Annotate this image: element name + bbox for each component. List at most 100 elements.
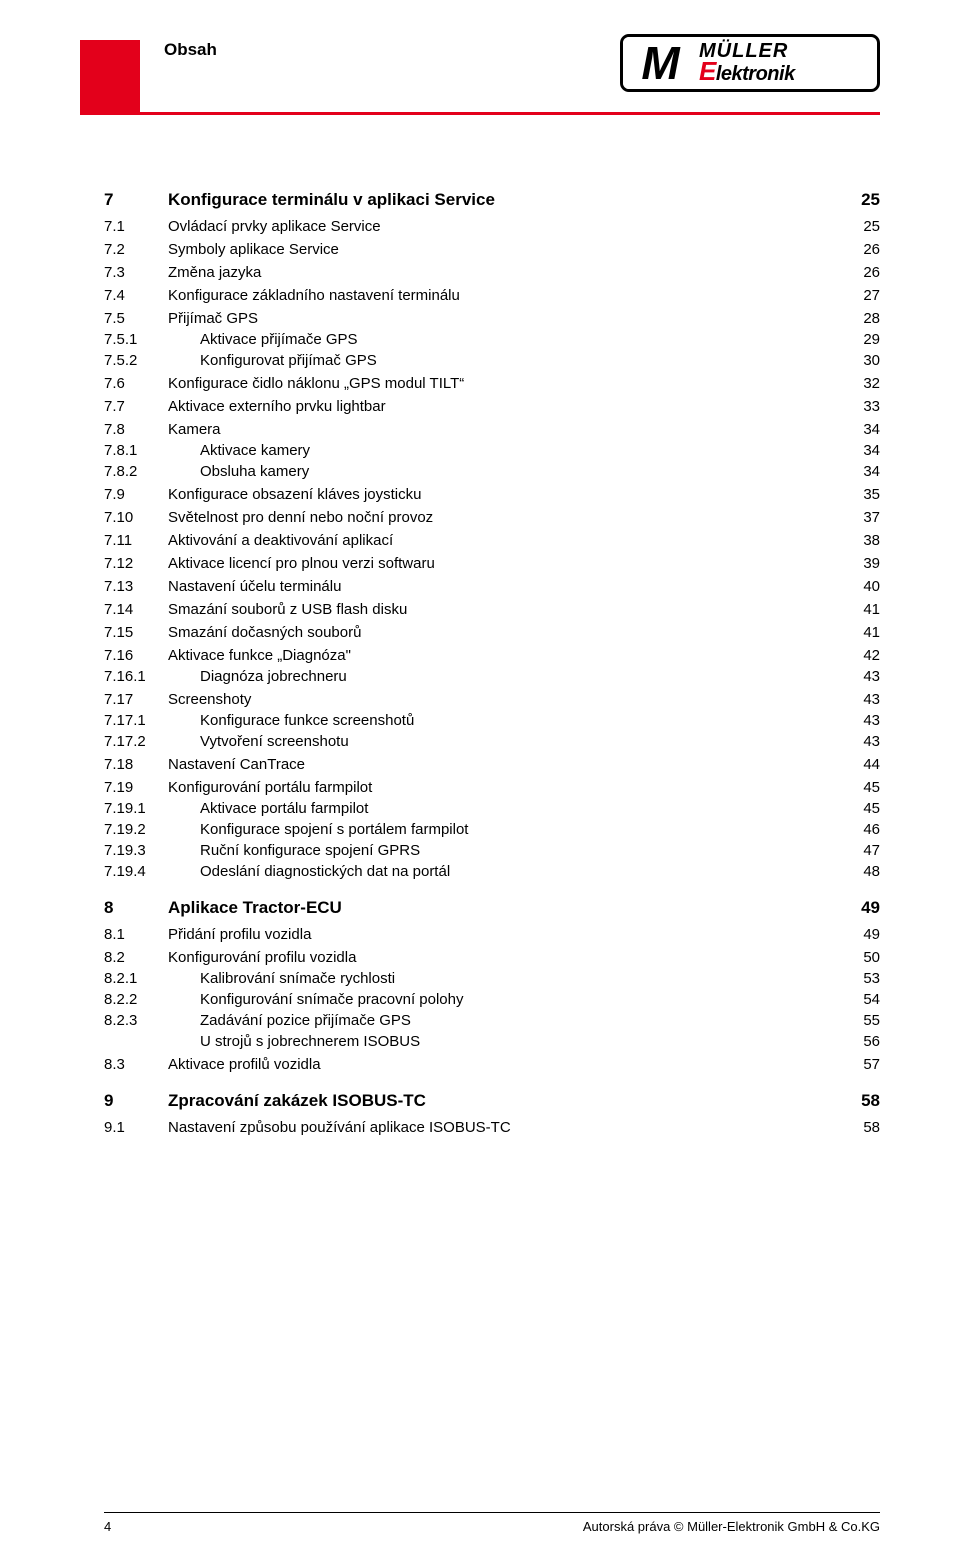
- toc-row: 7.6Konfigurace čidlo náklonu „GPS modul …: [104, 375, 880, 392]
- toc-page-number: 26: [840, 264, 880, 281]
- toc-section-title: Symboly aplikace Service: [168, 241, 840, 258]
- toc-row: 7.16.1Diagnóza jobrechneru43: [104, 668, 880, 685]
- toc-section-title: Konfigurování profilu vozidla: [168, 949, 840, 966]
- toc-page-number: 53: [840, 970, 880, 987]
- toc-section-title: Aktivace přijímače GPS: [168, 331, 840, 348]
- toc-page-number: 25: [840, 218, 880, 235]
- toc-page-number: 41: [840, 624, 880, 641]
- toc-section-title: Nastavení CanTrace: [168, 756, 840, 773]
- toc-row: 7.19.2Konfigurace spojení s portálem far…: [104, 821, 880, 838]
- toc-section-number: 7.17.2: [104, 733, 168, 750]
- toc-section-number: 7.9: [104, 486, 168, 503]
- toc-row: 7.19.4Odeslání diagnostických dat na por…: [104, 863, 880, 880]
- toc-page-number: 32: [840, 375, 880, 392]
- toc-section-title: Kamera: [168, 421, 840, 438]
- toc-section-title: Přidání profilu vozidla: [168, 926, 840, 943]
- toc-page-number: 49: [840, 898, 880, 918]
- toc-section-title: Světelnost pro denní nebo noční provoz: [168, 509, 840, 526]
- toc-row: 8.3Aktivace profilů vozidla57: [104, 1056, 880, 1073]
- toc-section-number: 8: [104, 898, 168, 918]
- toc-section-number: 7.10: [104, 509, 168, 526]
- toc-section-number: 9: [104, 1091, 168, 1111]
- toc-page-number: 57: [840, 1056, 880, 1073]
- toc-row: 7.2Symboly aplikace Service26: [104, 241, 880, 258]
- toc-page-number: 34: [840, 421, 880, 438]
- toc-page-number: 43: [840, 668, 880, 685]
- toc-page-number: 39: [840, 555, 880, 572]
- toc-row: 7.8.1Aktivace kamery34: [104, 442, 880, 459]
- toc-section-title: Aktivace funkce „Diagnóza": [168, 647, 840, 664]
- toc-row: 7.9Konfigurace obsazení kláves joysticku…: [104, 486, 880, 503]
- toc-section-number: 7.14: [104, 601, 168, 618]
- toc-section-number: 7: [104, 190, 168, 210]
- document-page: Obsah M MÜLLER Elektronik 7Konfigurace t…: [0, 0, 960, 1560]
- toc-page-number: 43: [840, 733, 880, 750]
- toc-page-number: 43: [840, 691, 880, 708]
- toc-section-number: 7.15: [104, 624, 168, 641]
- toc-section-number: 8.2.2: [104, 991, 168, 1008]
- toc-row: 9Zpracování zakázek ISOBUS-TC58: [104, 1091, 880, 1111]
- toc-section-title: Zpracování zakázek ISOBUS-TC: [168, 1091, 840, 1111]
- toc-section-number: 7.19.3: [104, 842, 168, 859]
- toc-row: 7.7Aktivace externího prvku lightbar33: [104, 398, 880, 415]
- toc-row: 7.16Aktivace funkce „Diagnóza"42: [104, 647, 880, 664]
- toc-section-title: Konfigurace čidlo náklonu „GPS modul TIL…: [168, 375, 840, 392]
- toc-section-title: Aplikace Tractor-ECU: [168, 898, 840, 918]
- toc-page-number: 54: [840, 991, 880, 1008]
- toc-section-title: Konfigurace obsazení kláves joysticku: [168, 486, 840, 503]
- toc-section-title: Aktivace kamery: [168, 442, 840, 459]
- toc-section-number: 7.8.1: [104, 442, 168, 459]
- toc-section-number: 7.1: [104, 218, 168, 235]
- toc-row: 8.2.2Konfigurování snímače pracovní polo…: [104, 991, 880, 1008]
- toc-section-number: 7.8: [104, 421, 168, 438]
- toc-section-title: Konfigurování snímače pracovní polohy: [168, 991, 840, 1008]
- toc-section-number: 7.13: [104, 578, 168, 595]
- toc-row: 7.10Světelnost pro denní nebo noční prov…: [104, 509, 880, 526]
- toc-section-title: Screenshoty: [168, 691, 840, 708]
- toc-section-number: 8.1: [104, 926, 168, 943]
- toc-section-title: Aktivace licencí pro plnou verzi softwar…: [168, 555, 840, 572]
- toc-row: 7.19Konfigurování portálu farmpilot45: [104, 779, 880, 796]
- toc-section-number: 7.6: [104, 375, 168, 392]
- toc-page-number: 55: [840, 1012, 880, 1029]
- toc-page-number: 46: [840, 821, 880, 838]
- toc-row: 7.14Smazání souborů z USB flash disku41: [104, 601, 880, 618]
- toc-section-title: Smazání souborů z USB flash disku: [168, 601, 840, 618]
- toc-section-number: 8.2.3: [104, 1012, 168, 1029]
- page-header: Obsah M MÜLLER Elektronik: [104, 0, 880, 100]
- toc-row: 7.12Aktivace licencí pro plnou verzi sof…: [104, 555, 880, 572]
- toc-page-number: 28: [840, 310, 880, 327]
- table-of-contents: 7Konfigurace terminálu v aplikaci Servic…: [104, 100, 880, 1136]
- toc-section-title: Konfigurace funkce screenshotů: [168, 712, 840, 729]
- toc-page-number: 58: [840, 1119, 880, 1136]
- toc-section-number: 8.3: [104, 1056, 168, 1073]
- toc-row: 7.1Ovládací prvky aplikace Service25: [104, 218, 880, 235]
- toc-row: 8Aplikace Tractor-ECU49: [104, 898, 880, 918]
- toc-page-number: 38: [840, 532, 880, 549]
- toc-page-number: 29: [840, 331, 880, 348]
- toc-row: 7.4Konfigurace základního nastavení term…: [104, 287, 880, 304]
- toc-section-title: Konfigurování portálu farmpilot: [168, 779, 840, 796]
- toc-section-title: Ruční konfigurace spojení GPRS: [168, 842, 840, 859]
- toc-page-number: 30: [840, 352, 880, 369]
- toc-section-number: 7.4: [104, 287, 168, 304]
- toc-page-number: 35: [840, 486, 880, 503]
- toc-section-number: 7.19: [104, 779, 168, 796]
- toc-page-number: 42: [840, 647, 880, 664]
- toc-page-number: 26: [840, 241, 880, 258]
- toc-section-number: 7.5.1: [104, 331, 168, 348]
- toc-row: 8.2.3Zadávání pozice přijímače GPS55: [104, 1012, 880, 1029]
- toc-row: 7.8.2Obsluha kamery34: [104, 463, 880, 480]
- toc-row: 7.17Screenshoty43: [104, 691, 880, 708]
- toc-section-title: Aktivace profilů vozidla: [168, 1056, 840, 1073]
- toc-page-number: 56: [840, 1033, 880, 1050]
- toc-row: 7.15Smazání dočasných souborů41: [104, 624, 880, 641]
- logo-mark: M: [623, 37, 693, 89]
- toc-section-title: Konfigurace terminálu v aplikaci Service: [168, 190, 840, 210]
- toc-row: 7.19.1Aktivace portálu farmpilot45: [104, 800, 880, 817]
- toc-page-number: 45: [840, 800, 880, 817]
- footer-page-number: 4: [104, 1519, 111, 1534]
- toc-page-number: 34: [840, 442, 880, 459]
- toc-section-number: 7.7: [104, 398, 168, 415]
- toc-section-title: U strojů s jobrechnerem ISOBUS: [168, 1033, 840, 1050]
